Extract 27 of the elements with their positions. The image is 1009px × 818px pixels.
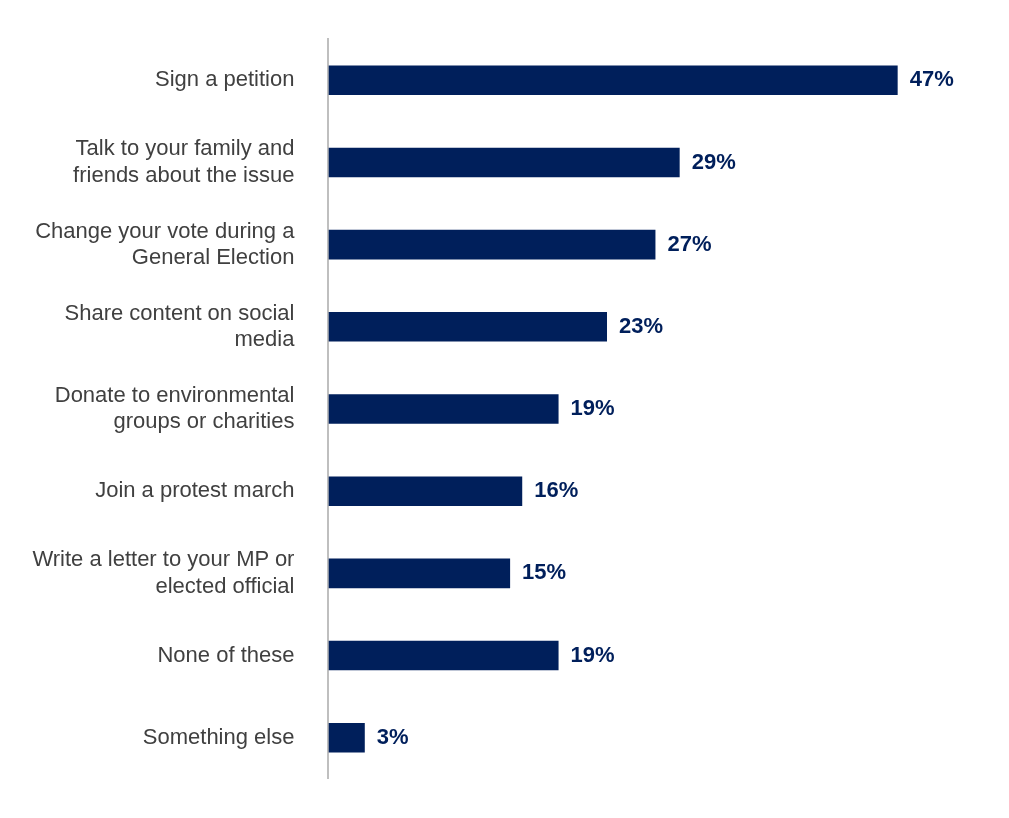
data-label: 23% bbox=[619, 312, 664, 338]
bar bbox=[328, 65, 898, 96]
bar bbox=[328, 722, 365, 753]
data-label: 19% bbox=[570, 395, 615, 421]
bar bbox=[328, 476, 523, 506]
bar bbox=[328, 312, 608, 342]
data-label: 19% bbox=[570, 641, 615, 667]
y-tick-label: Talk to your family and friends about the issue bbox=[73, 135, 295, 187]
data-label: 47% bbox=[909, 66, 954, 92]
y-tick-label: Change your vote during a General Election bbox=[35, 217, 296, 269]
y-tick-label: Share content on social media bbox=[64, 299, 296, 352]
data-label: 29% bbox=[691, 148, 736, 174]
bar bbox=[328, 640, 559, 671]
y-tick-label: Something else bbox=[142, 723, 295, 749]
data-label: 3% bbox=[376, 723, 409, 749]
bar bbox=[328, 229, 656, 260]
bar bbox=[328, 558, 511, 589]
bar bbox=[328, 394, 559, 424]
data-label: 27% bbox=[667, 230, 712, 256]
data-label: 15% bbox=[522, 559, 567, 585]
y-tick-label: Sign a petition bbox=[155, 66, 295, 92]
y-tick-label: None of these bbox=[157, 641, 295, 667]
y-tick-label: Join a protest march bbox=[95, 477, 295, 503]
bar bbox=[328, 147, 680, 178]
y-tick-label: Donate to environmental groups or charities bbox=[54, 381, 295, 434]
data-label: 16% bbox=[534, 477, 579, 503]
y-tick-label: Write a letter to your MP or elected official bbox=[32, 546, 295, 598]
